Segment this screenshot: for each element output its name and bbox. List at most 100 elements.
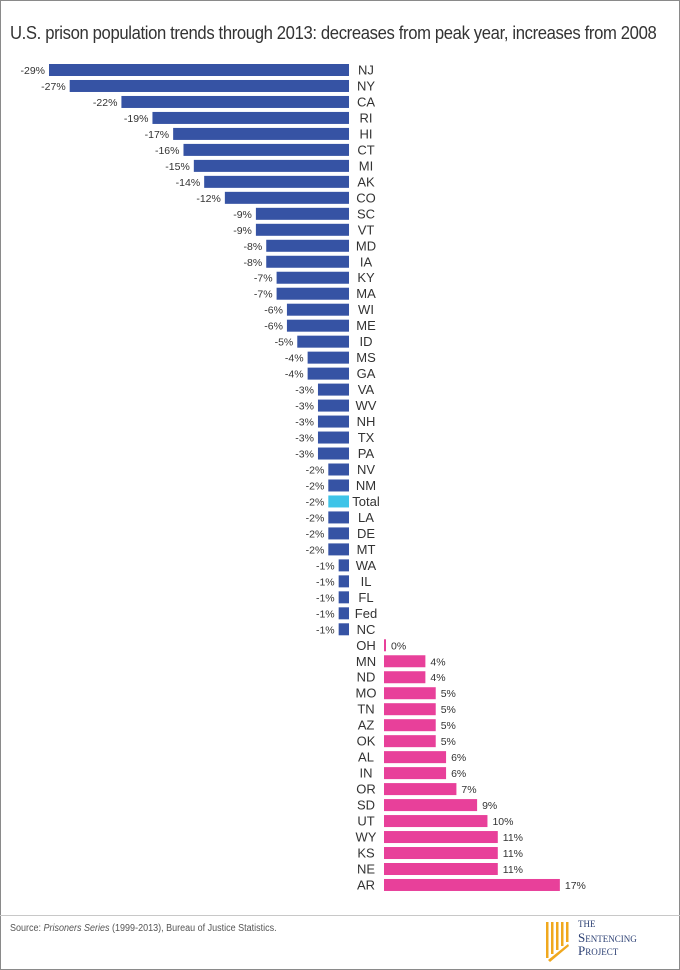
- category-label-ak: AK: [357, 174, 375, 189]
- bar-fl: [338, 591, 349, 604]
- category-label-or: OR: [356, 782, 376, 797]
- source-note: Source: Prisoners Series (1999-2013), Bu…: [10, 923, 277, 934]
- category-label-nm: NM: [356, 478, 376, 493]
- value-label-co: -12%: [196, 193, 221, 205]
- value-label-wi: -6%: [264, 305, 283, 317]
- value-label-nh: -3%: [295, 417, 314, 429]
- bar-ia: [266, 255, 349, 268]
- value-label-hi: -17%: [145, 129, 170, 141]
- bar-nc: [338, 623, 349, 636]
- footer-divider: [0, 915, 680, 916]
- value-label-ri: -19%: [124, 113, 149, 125]
- value-label-me: -6%: [264, 321, 283, 333]
- category-label-tn: TN: [357, 702, 374, 717]
- bar-mo: [384, 687, 436, 700]
- bar-az: [384, 719, 436, 732]
- category-label-ne: NE: [357, 862, 375, 877]
- bar-pa: [317, 447, 349, 460]
- bar-co: [224, 191, 349, 204]
- category-label-in: IN: [360, 766, 373, 781]
- bar-ne: [384, 863, 498, 875]
- category-label-sc: SC: [357, 206, 375, 221]
- category-label-ks: KS: [357, 846, 375, 861]
- value-label-nc: -1%: [316, 624, 335, 636]
- category-label-tx: TX: [358, 430, 375, 445]
- value-label-al: 6%: [451, 752, 466, 764]
- category-label-la: LA: [358, 510, 374, 525]
- bar-ct: [183, 143, 349, 156]
- category-label-mi: MI: [359, 158, 373, 173]
- category-label-nh: NH: [357, 414, 376, 429]
- bar-wa: [338, 559, 349, 572]
- bar-ok: [384, 735, 436, 748]
- value-label-id: -5%: [275, 337, 294, 349]
- value-label-nv: -2%: [306, 465, 325, 477]
- category-label-ut: UT: [357, 814, 374, 829]
- bar-il: [338, 575, 349, 588]
- category-label-ca: CA: [357, 94, 375, 109]
- bar-va: [317, 383, 349, 396]
- bar-ma: [276, 287, 349, 300]
- bar-or: [384, 783, 457, 796]
- logo-text-sentencing: Sentencing: [578, 930, 637, 945]
- value-label-ks: 11%: [503, 848, 523, 860]
- category-label-wa: WA: [356, 558, 377, 573]
- bar-tx: [317, 431, 349, 444]
- category-label-mo: MO: [356, 686, 377, 701]
- category-label-ny: NY: [357, 78, 375, 93]
- bar-md: [266, 239, 349, 252]
- category-label-ri: RI: [360, 110, 373, 125]
- category-label-va: VA: [358, 382, 375, 397]
- value-label-de: -2%: [306, 528, 325, 540]
- category-label-ga: GA: [357, 366, 376, 381]
- value-label-nd: 4%: [430, 672, 445, 684]
- value-label-or: 7%: [461, 784, 476, 796]
- bar-ut: [384, 815, 488, 828]
- category-label-nc: NC: [357, 622, 376, 637]
- value-label-il: -1%: [316, 576, 335, 588]
- category-label-me: ME: [356, 318, 376, 333]
- value-label-mo: 5%: [441, 688, 456, 700]
- chart-title: U.S. prison population trends through 20…: [10, 22, 657, 43]
- bar-nh: [317, 415, 349, 428]
- logo-text-project: Project: [578, 943, 619, 958]
- value-label-ut: 10%: [492, 816, 513, 828]
- category-label-oh: OH: [356, 638, 376, 653]
- bar-tn: [384, 703, 436, 716]
- bar-total: [328, 495, 349, 508]
- value-label-tn: 5%: [441, 704, 456, 716]
- category-label-co: CO: [356, 190, 376, 205]
- bar-ar: [384, 878, 560, 891]
- bar-ca: [121, 95, 350, 108]
- value-label-ct: -16%: [155, 145, 180, 157]
- logo-text-the: THE: [578, 919, 596, 929]
- bar-mt: [328, 543, 349, 556]
- value-label-sc: -9%: [233, 209, 252, 221]
- bar-mn: [384, 655, 426, 668]
- bar-chart: NJ -29% NY -27% CA -22% RI -19% HI -17% CT -16% MI -1…: [20, 63, 586, 893]
- bar-wi: [286, 303, 349, 316]
- bar-mi: [193, 159, 349, 172]
- bar-fed: [338, 607, 349, 620]
- value-label-ia: -8%: [244, 257, 263, 269]
- bar-sc: [255, 207, 349, 220]
- columns-logo-icon: [546, 922, 569, 962]
- bar-sd: [384, 799, 478, 812]
- category-label-wi: WI: [358, 302, 374, 317]
- sentencing-project-logo: THE Sentencing Project: [544, 918, 674, 963]
- value-label-oh: 0%: [391, 640, 406, 652]
- value-label-ar: 17%: [565, 880, 586, 892]
- category-label-al: AL: [358, 750, 374, 765]
- value-label-mi: -15%: [165, 161, 190, 173]
- value-label-ny: -27%: [41, 81, 66, 93]
- category-label-ms: MS: [356, 350, 376, 365]
- category-label-ar: AR: [357, 877, 375, 892]
- category-label-id: ID: [360, 334, 373, 349]
- category-label-md: MD: [356, 238, 376, 253]
- value-label-pa: -3%: [295, 449, 314, 461]
- bar-al: [384, 751, 447, 764]
- category-label-wy: WY: [356, 830, 377, 845]
- value-label-ma: -7%: [254, 289, 273, 301]
- bar-id: [297, 335, 349, 348]
- category-label-il: IL: [361, 574, 372, 589]
